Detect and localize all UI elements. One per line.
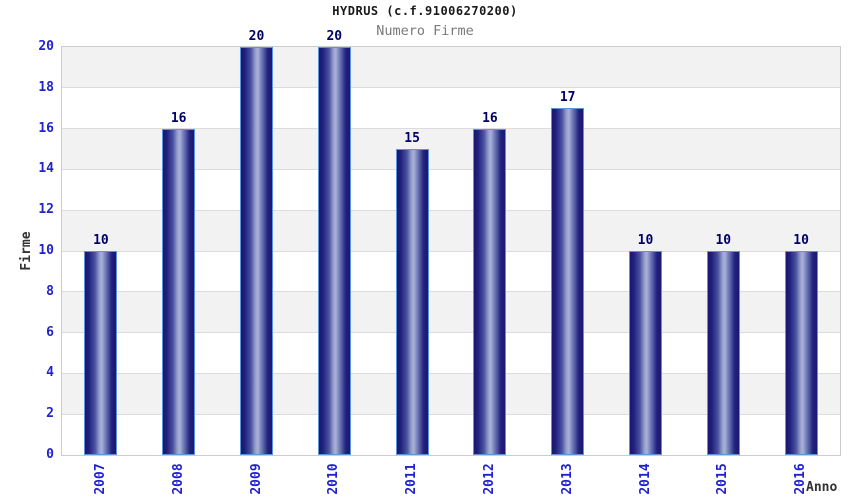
gridline (62, 87, 840, 89)
gridline (62, 332, 840, 334)
bar-2009 (240, 47, 273, 455)
y-tick-label: 8 (46, 283, 54, 299)
bar-2011 (395, 149, 429, 455)
y-tick-label: 20 (38, 39, 54, 54)
gridline (62, 372, 840, 374)
x-tick-label: 2009 (248, 463, 264, 495)
chart-subtitle: Numero Firme (376, 23, 474, 39)
x-tick-label: 2012 (481, 463, 497, 495)
bar-value-label: 16 (482, 110, 498, 126)
plot-band (62, 47, 840, 88)
y-tick-label: 4 (46, 365, 54, 381)
bar-2012 (473, 128, 507, 455)
bar-value-label: 16 (170, 110, 187, 126)
x-tick-label: 2008 (170, 463, 186, 495)
gridline (62, 413, 840, 415)
bar-value-label: 17 (559, 90, 576, 106)
bar-value-label: 10 (637, 233, 654, 248)
gridline (62, 250, 840, 252)
plot-band (62, 87, 840, 129)
y-tick-label: 12 (38, 202, 54, 218)
y-tick-label: 10 (38, 243, 54, 258)
bar-value-label: 20 (248, 29, 265, 44)
plot-area (61, 46, 841, 456)
y-tick-label: 16 (38, 120, 54, 136)
gridline (62, 168, 840, 170)
x-tick-label: 2015 (715, 463, 731, 495)
bar-2008 (162, 128, 196, 455)
x-tick-label: 2011 (404, 463, 420, 495)
x-tick-label: 2013 (559, 463, 575, 495)
y-tick-label: 0 (46, 447, 54, 462)
bar-2013 (551, 108, 585, 455)
gridline (62, 291, 840, 293)
bar-value-label: 20 (326, 29, 343, 44)
y-axis-title: Firme (19, 231, 34, 271)
x-tick-label: 2010 (326, 463, 342, 495)
bar-value-label: 10 (793, 233, 809, 248)
chart-title: HYDRUS (c.f.91006270200) (332, 4, 518, 18)
gridline (62, 209, 840, 211)
y-tick-label: 6 (46, 324, 54, 340)
bar-2016 (784, 251, 818, 455)
x-tick-label: 2014 (637, 463, 653, 495)
bar-2015 (706, 251, 740, 455)
bar-2014 (629, 251, 662, 455)
bar-2007 (84, 251, 118, 455)
x-tick-label: 2007 (92, 463, 108, 495)
bar-value-label: 10 (93, 233, 109, 248)
bar-value-label: 15 (404, 131, 420, 146)
y-tick-label: 14 (38, 161, 54, 177)
gridline (62, 128, 840, 130)
x-axis-title: Anno (806, 480, 838, 495)
bar-2010 (317, 47, 351, 455)
y-tick-label: 18 (38, 79, 54, 95)
bar-value-label: 10 (715, 233, 732, 248)
y-tick-label: 2 (46, 406, 54, 422)
